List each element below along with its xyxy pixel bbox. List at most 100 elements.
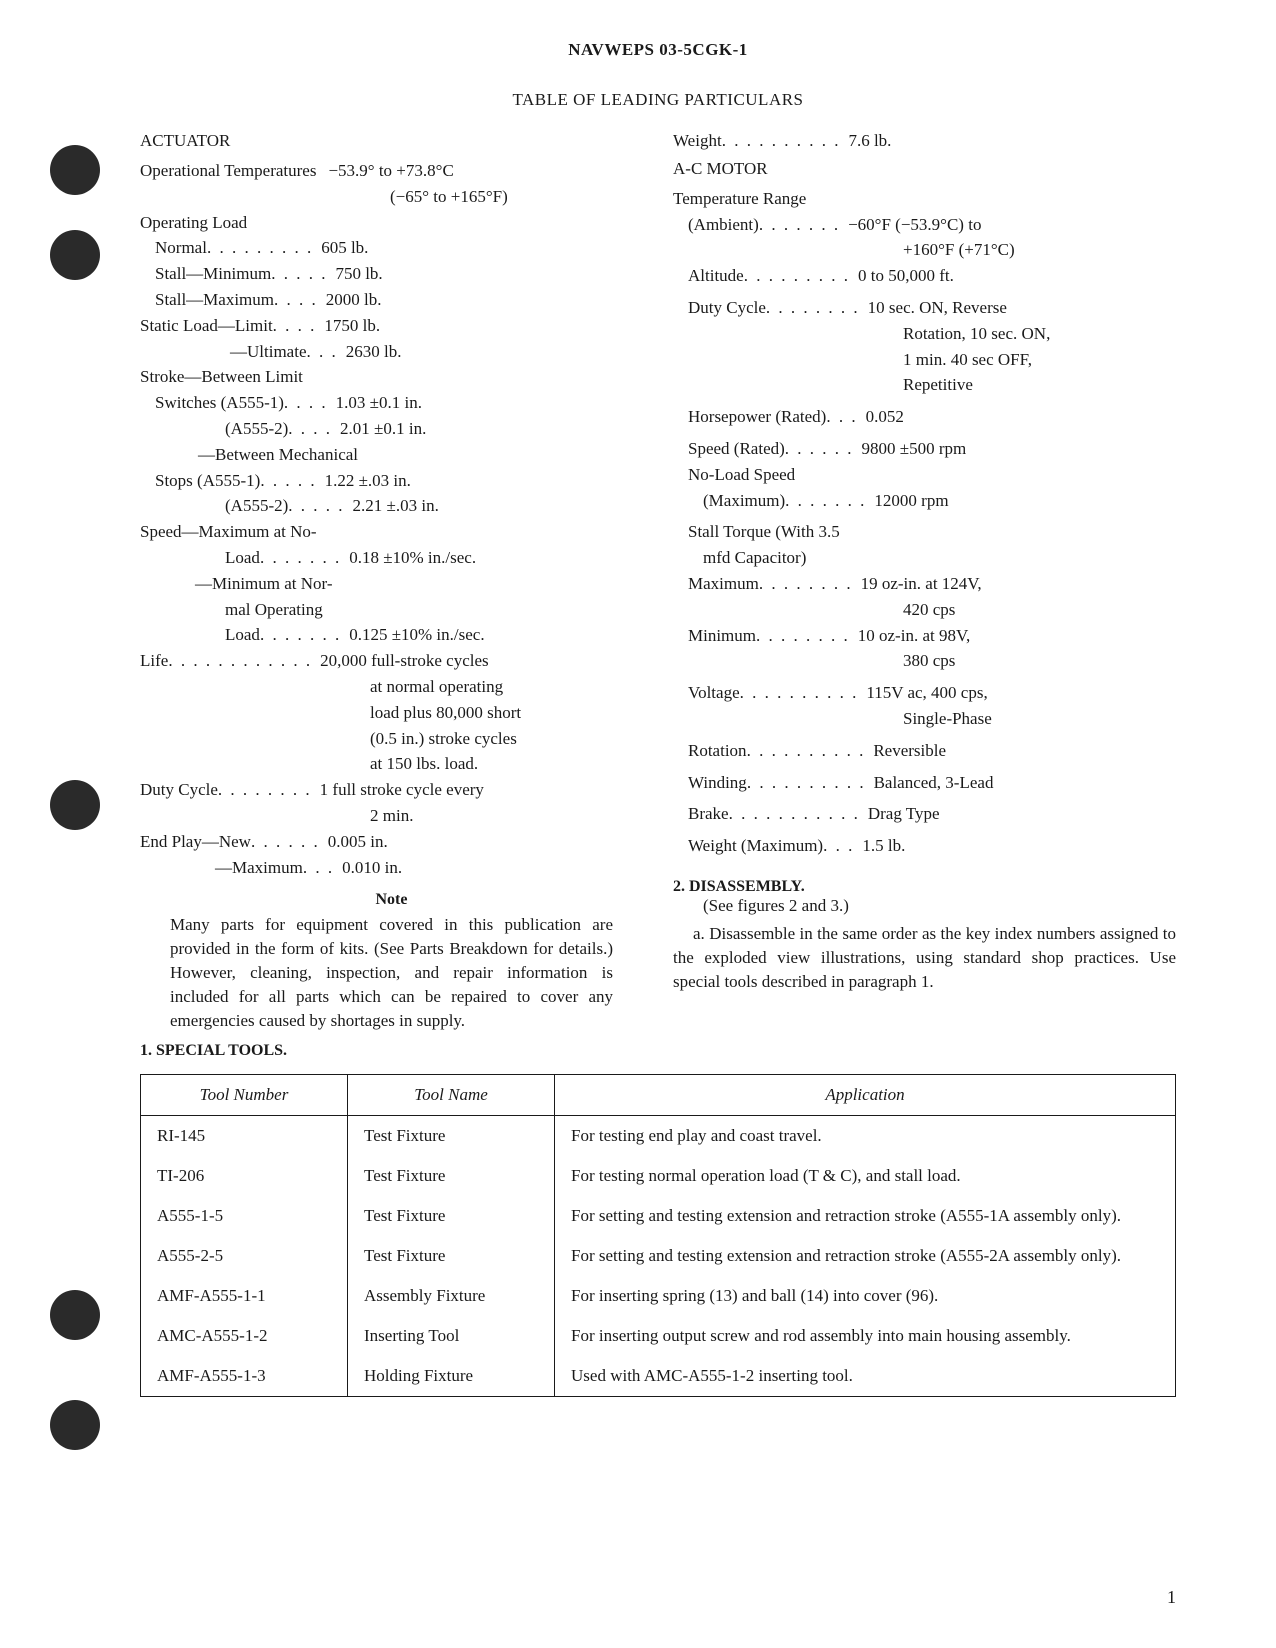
spec-label: (Maximum) (703, 489, 785, 513)
table-cell: Assembly Fixture (348, 1276, 555, 1316)
table-row: AMF-A555-1-3Holding FixtureUsed with AMC… (141, 1356, 1176, 1397)
spec-dots: . . . . (284, 391, 328, 415)
spec-rotation: Rotation . . . . . . . . . . Reversible (673, 739, 1176, 763)
spec-stall-max-r: Maximum . . . . . . . . 19 oz-in. at 124… (673, 572, 1176, 596)
spec-speed-min-title: —Minimum at Nor- (140, 572, 643, 596)
spec-value: (−65° to +165°F) (390, 185, 508, 209)
spec-label: mal Operating (225, 598, 323, 622)
table-cell: Inserting Tool (348, 1316, 555, 1356)
two-column-layout: ACTUATOR Operational Temperatures −53.9°… (140, 125, 1176, 1060)
spec-dots: . . . . . . (251, 830, 320, 854)
spec-normal: Normal . . . . . . . . . 605 lb. (140, 236, 643, 260)
spec-label: —Ultimate (230, 340, 306, 364)
table-cell: AMF-A555-1-3 (141, 1356, 348, 1397)
spec-life-cont: (0.5 in.) stroke cycles (140, 727, 643, 751)
spec-label: Altitude (688, 264, 744, 288)
spec-value: 10 oz-in. at 98V, (858, 624, 971, 648)
spec-value: 1.22 ±.03 in. (325, 469, 411, 493)
spec-stroke-sw2: (A555-2) . . . . 2.01 ±0.1 in. (140, 417, 643, 441)
spec-speed-load2: Load . . . . . . . 0.125 ±10% in./sec. (140, 623, 643, 647)
spec-value: 1.03 ±0.1 in. (336, 391, 422, 415)
spec-stall-max: Stall—Maximum . . . . 2000 lb. (140, 288, 643, 312)
spec-noload-title: No-Load Speed (673, 463, 1176, 487)
table-cell: AMF-A555-1-1 (141, 1276, 348, 1316)
spec-label: (A555-2) (225, 417, 288, 441)
spec-dots: . . . . . . . . . (207, 236, 313, 260)
spec-value: 0.052 (866, 405, 904, 429)
spec-label: Speed—Maximum at No- (140, 520, 317, 544)
table-cell: A555-2-5 (141, 1236, 348, 1276)
note-title: Note (140, 891, 643, 909)
spec-value: Single-Phase (903, 707, 992, 731)
spec-label: Maximum (688, 572, 759, 596)
spec-speed-min-title2: mal Operating (140, 598, 643, 622)
spec-value: 2.01 ±0.1 in. (340, 417, 426, 441)
spec-dots: . . . . . . . (759, 213, 840, 237)
table-cell: Test Fixture (348, 1116, 555, 1157)
spec-value: 9800 ±500 rpm (862, 437, 967, 461)
spec-stall-min-r: Minimum . . . . . . . . 10 oz-in. at 98V… (673, 624, 1176, 648)
table-header-row: Tool Number Tool Name Application (141, 1075, 1176, 1116)
spec-temp-range-title: Temperature Range (673, 187, 1176, 211)
table-title: TABLE OF LEADING PARTICULARS (140, 90, 1176, 110)
table-cell: A555-1-5 (141, 1196, 348, 1236)
spec-ambient: (Ambient) . . . . . . . −60°F (−53.9°C) … (673, 213, 1176, 237)
spec-label: No-Load Speed (688, 463, 795, 487)
spec-value: Drag Type (868, 802, 940, 826)
spec-weight-max: Weight (Maximum) . . . 1.5 lb. (673, 834, 1176, 858)
punch-hole (50, 145, 100, 195)
spec-dots: . . . . . . . . (759, 572, 853, 596)
table-cell: TI-206 (141, 1156, 348, 1196)
spec-value: 750 lb. (335, 262, 382, 286)
spec-label: Life (140, 649, 168, 673)
spec-value: 0 to 50,000 ft. (858, 264, 954, 288)
spec-label: —Between Mechanical (198, 443, 358, 467)
table-cell: AMC-A555-1-2 (141, 1316, 348, 1356)
spec-value: 20,000 full-stroke cycles (320, 649, 489, 673)
spec-label: Temperature Range (673, 187, 806, 211)
punch-hole (50, 780, 100, 830)
spec-label: mfd Capacitor) (703, 546, 806, 570)
spec-stroke-title: Stroke—Between Limit (140, 365, 643, 389)
spec-label: Voltage (688, 681, 740, 705)
punch-hole (50, 1290, 100, 1340)
spec-speed-title: Speed—Maximum at No- (140, 520, 643, 544)
spec-dots: . . . . (274, 288, 318, 312)
spec-value: 1 min. 40 sec OFF, (903, 348, 1032, 372)
spec-dots: . . . . . . . . . . . . (168, 649, 312, 673)
spec-value: 115V ac, 400 cps, (866, 681, 987, 705)
spec-value: 1 full stroke cycle every (320, 778, 484, 802)
spec-endplay-new: End Play—New . . . . . . 0.005 in. (140, 830, 643, 854)
spec-dots: . . . (823, 834, 854, 858)
spec-value: Repetitive (903, 373, 973, 397)
table-cell: For inserting output screw and rod assem… (555, 1316, 1176, 1356)
spec-label: Load (225, 546, 260, 570)
spec-value: 0.005 in. (328, 830, 388, 854)
spec-speed-load: Load . . . . . . . 0.18 ±10% in./sec. (140, 546, 643, 570)
spec-value: 10 sec. ON, Reverse (868, 296, 1007, 320)
col-tool-name: Tool Name (348, 1075, 555, 1116)
actuator-title: ACTUATOR (140, 131, 643, 151)
spec-dots: . . . . . . . . . . (740, 681, 859, 705)
spec-dots: . . . (826, 405, 857, 429)
spec-value: at 150 lbs. load. (370, 752, 478, 776)
spec-duty-cycle-cont: 2 min. (140, 804, 643, 828)
spec-label: Duty Cycle (673, 296, 766, 320)
spec-label: Stroke—Between Limit (140, 365, 303, 389)
spec-label: Stall Torque (With 3.5 (688, 520, 840, 544)
spec-duty-cont: Rotation, 10 sec. ON, (673, 322, 1176, 346)
spec-ambient-cont: +160°F (+71°C) (673, 238, 1176, 262)
table-cell: For testing end play and coast travel. (555, 1116, 1176, 1157)
spec-value: (0.5 in.) stroke cycles (370, 727, 517, 751)
spec-dots: . . . . . . . . . . (722, 129, 841, 153)
table-cell: RI-145 (141, 1116, 348, 1157)
spec-duty-cycle-r: Duty Cycle . . . . . . . . 10 sec. ON, R… (673, 296, 1176, 320)
table-cell: For testing normal operation load (T & C… (555, 1156, 1176, 1196)
spec-stroke-sw1: Switches (A555-1) . . . . 1.03 ±0.1 in. (140, 391, 643, 415)
spec-label: Duty Cycle (140, 778, 218, 802)
table-cell: For inserting spring (13) and ball (14) … (555, 1276, 1176, 1316)
spec-dots: . . . . . . . . . . (747, 771, 866, 795)
spec-value: 2000 lb. (326, 288, 382, 312)
spec-value: 19 oz-in. at 124V, (861, 572, 982, 596)
spec-dots: . . . . (273, 314, 317, 338)
